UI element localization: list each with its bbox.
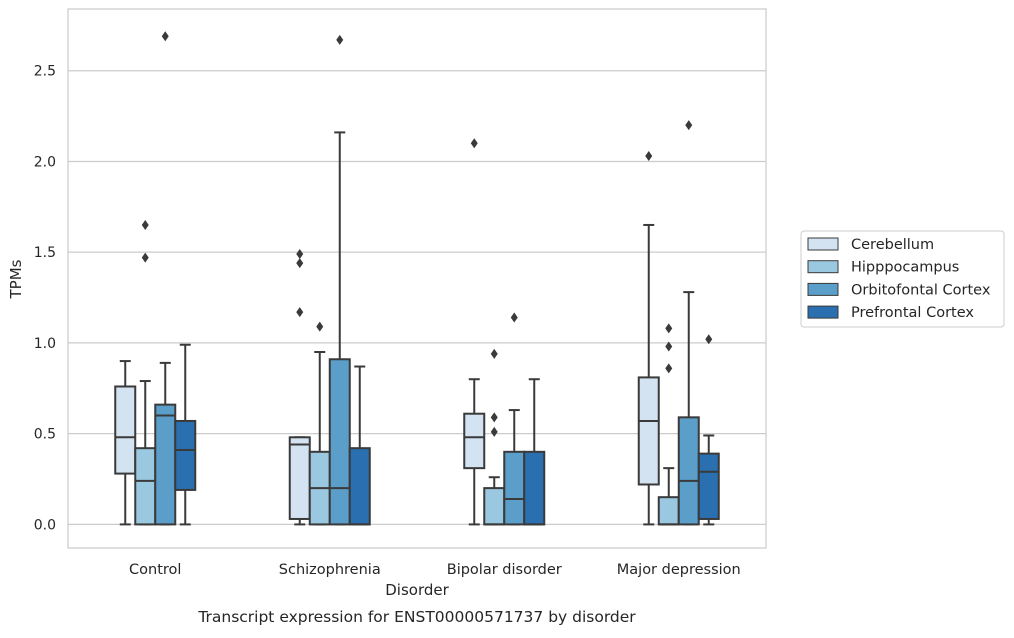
outlier-point [490, 412, 498, 423]
outlier-point [490, 348, 498, 359]
plot-frame [67, 8, 767, 549]
x-tick-labels: Control Schizophrenia Bipolar disorder Majo… [129, 562, 741, 578]
legend-label: Prefrontal Cortex [851, 305, 974, 321]
box-body [114, 385, 137, 475]
box-hipppocampus [657, 323, 680, 526]
outlier-point [336, 34, 344, 45]
box-orbitofontal-cortex [677, 120, 700, 526]
box-hipppocampus [308, 321, 331, 526]
outlier-point [685, 120, 693, 131]
x-tick-label: Schizophrenia [279, 562, 381, 578]
box-hipppocampus [483, 348, 506, 526]
outlier-point [665, 341, 673, 352]
box-body [483, 487, 506, 526]
y-tick-label: 0.5 [34, 427, 56, 443]
legend-swatch [807, 282, 839, 296]
legend-frame [800, 230, 1005, 328]
box-cerebellum [463, 138, 486, 526]
outlier-point [470, 138, 478, 149]
legend: Cerebellum Hipppocampus Orbitofontal Corte… [800, 230, 1005, 328]
box-orbitofontal-cortex [328, 34, 351, 526]
y-tick-label: 2.5 [34, 64, 56, 80]
box-prefrontal-cortex [523, 378, 546, 526]
box-cerebellum [637, 151, 660, 526]
outlier-point [296, 307, 304, 318]
outlier-point [510, 312, 518, 323]
outlier-point [141, 252, 149, 263]
box-body [657, 496, 680, 526]
outlier-point [296, 249, 304, 259]
y-tick-labels: 0.0 0.5 1.0 1.5 2.0 2.5 [34, 64, 56, 534]
box-body [288, 436, 311, 520]
outlier-point [316, 321, 324, 332]
box-body [463, 412, 486, 470]
box-body [134, 447, 157, 526]
x-tick-label: Bipolar disorder [447, 562, 562, 578]
box-cerebellum [114, 360, 137, 526]
legend-swatch [807, 305, 839, 319]
box-prefrontal-cortex [697, 334, 720, 526]
outlier-point [665, 363, 673, 374]
box-body [328, 358, 351, 526]
boxes [114, 31, 720, 526]
outlier-point [705, 334, 713, 345]
outlier-point [296, 258, 304, 269]
outlier-point [665, 323, 673, 334]
box-body [677, 416, 700, 526]
y-tick-label: 1.5 [34, 245, 56, 261]
chart-title: Transcript expression for ENST0000057173… [197, 608, 636, 626]
box-cerebellum [288, 249, 311, 526]
box-prefrontal-cortex [348, 365, 371, 526]
y-tick-label: 2.0 [34, 154, 56, 170]
box-body [697, 452, 720, 520]
box-body [174, 419, 197, 491]
y-tick-label: 0.0 [34, 517, 56, 533]
box-body [503, 450, 526, 526]
outlier-point [161, 31, 169, 42]
legend-label: Orbitofontal Cortex [851, 282, 991, 298]
box-body [523, 450, 546, 526]
outlier-point [645, 151, 653, 161]
box-orbitofontal-cortex [154, 31, 177, 526]
box-orbitofontal-cortex [503, 312, 526, 526]
y-tick-label: 1.0 [34, 336, 56, 352]
y-axis-label: TPMs [7, 259, 25, 299]
legend-swatch [807, 237, 839, 251]
x-tick-label: Major depression [617, 562, 741, 578]
box-body [637, 376, 660, 486]
x-axis-label: Disorder [385, 581, 449, 599]
legend-label: Hipppocampus [851, 260, 959, 276]
legend-label: Cerebellum [851, 237, 934, 253]
box-prefrontal-cortex [174, 343, 197, 526]
legend-swatch [807, 260, 839, 274]
outlier-point [490, 426, 498, 437]
box-body [154, 403, 177, 526]
box-hipppocampus [134, 219, 157, 526]
x-tick-label: Control [129, 562, 181, 578]
outlier-point [141, 219, 149, 230]
box-body [348, 447, 371, 526]
